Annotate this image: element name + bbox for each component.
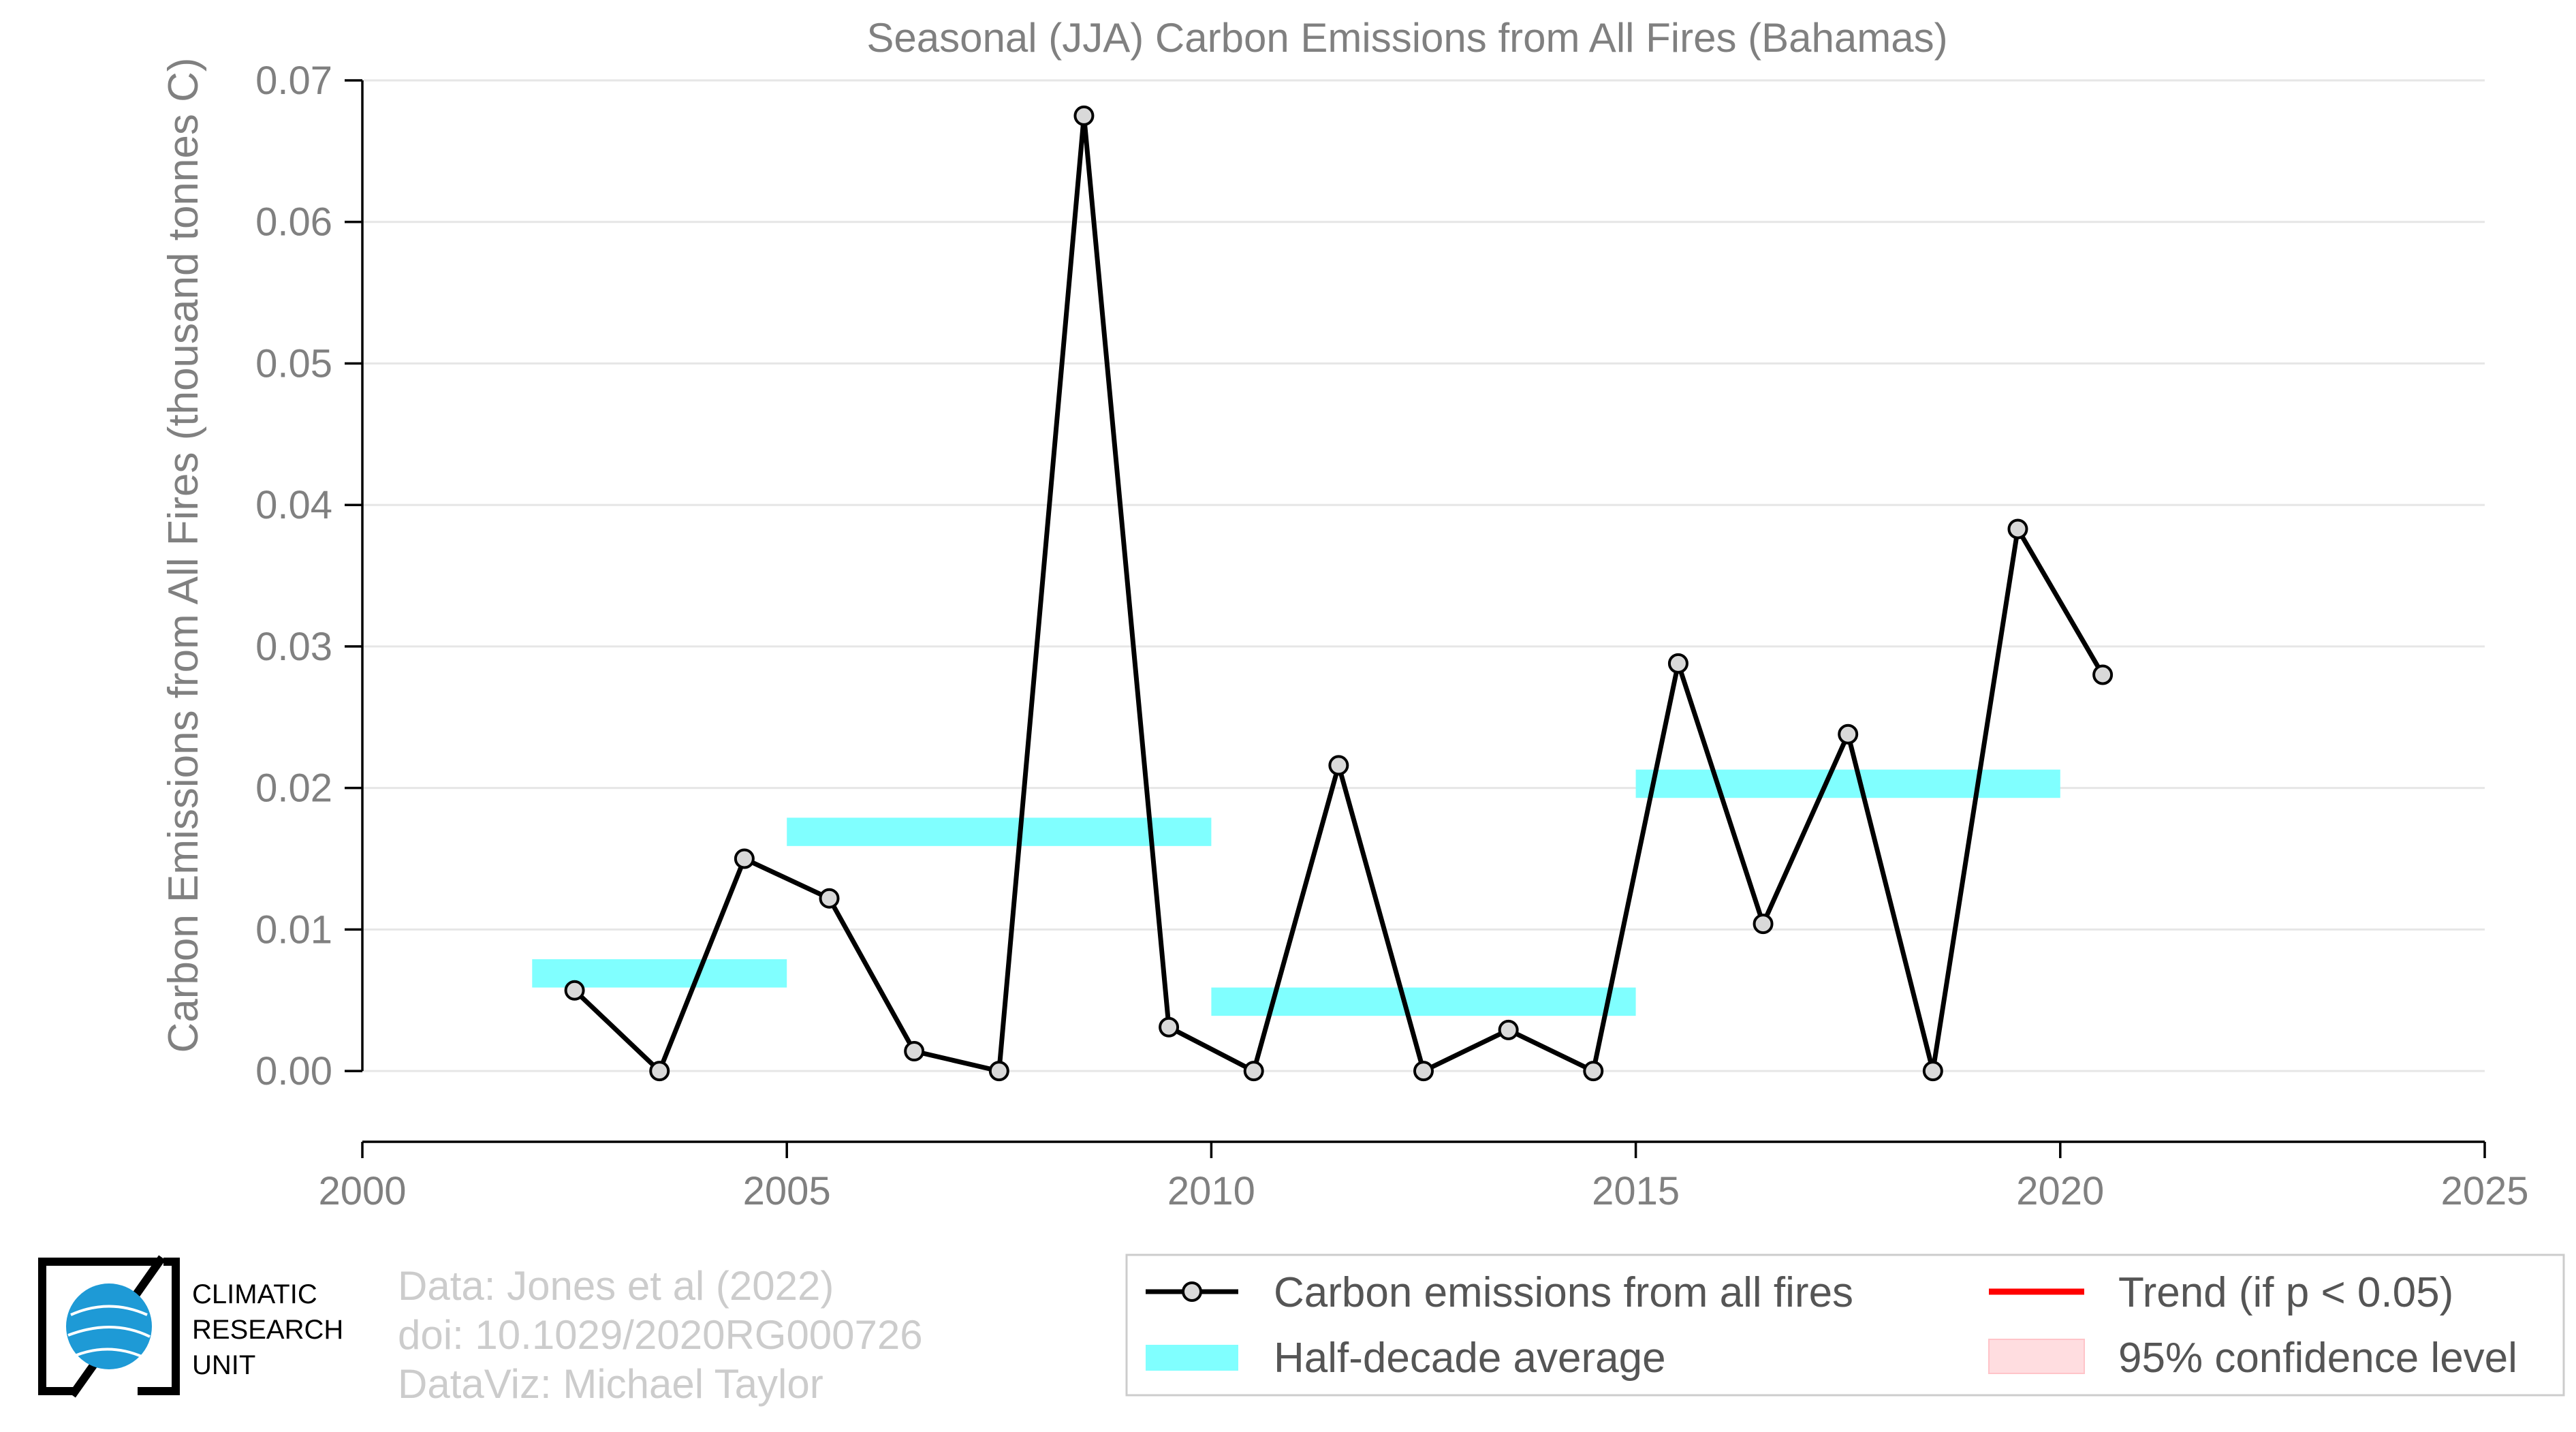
x-tick-label: 2005 [743, 1169, 831, 1213]
emissions-line [573, 113, 2105, 1074]
emissions-point [2007, 518, 2028, 540]
half-decade-bands [532, 769, 2060, 1016]
legend-label-half-decade: Half-decade average [1274, 1335, 1666, 1382]
credit-dataviz: DataViz: Michael Taylor [398, 1361, 823, 1407]
emissions-point [1922, 1061, 1943, 1082]
emissions-point [1413, 1061, 1434, 1082]
emissions-point [1583, 1061, 1604, 1082]
legend-marker-emissions [1182, 1281, 1202, 1302]
logo-bracket-right [138, 1258, 180, 1395]
chart-title: Seasonal (JJA) Carbon Emissions from All… [866, 15, 1947, 61]
series [564, 105, 2114, 1082]
emissions-point [1243, 1061, 1264, 1082]
emissions-point [649, 1061, 670, 1082]
x-tick-label: 2010 [1167, 1169, 1255, 1213]
y-tick-label: 0.07 [255, 59, 332, 103]
y-tick-label: 0.03 [255, 625, 332, 669]
legend-label-confidence: 95% confidence level [2118, 1335, 2517, 1382]
emissions-point [1667, 653, 1688, 674]
x-tick-label: 2020 [2016, 1169, 2104, 1213]
emissions-point [819, 888, 840, 909]
logo-slash-top [133, 1255, 166, 1297]
cru-logo: CLIMATIC RESEARCH UNIT [38, 1255, 343, 1398]
emissions-point [988, 1061, 1009, 1082]
legend-swatch-half-decade [1146, 1345, 1238, 1371]
emissions-point [1328, 755, 1349, 776]
globe-line-1 [70, 1305, 148, 1316]
half-decade-bar [787, 818, 1212, 846]
credit-data: Data: Jones et al (2022) [398, 1263, 834, 1309]
emissions-point [904, 1041, 925, 1062]
globe-line-2 [67, 1326, 151, 1338]
emissions-point [1073, 105, 1095, 126]
half-decade-bar [1211, 987, 1636, 1016]
y-tick-label: 0.05 [255, 341, 332, 386]
legend-label-emissions: Carbon emissions from all fires [1274, 1269, 1853, 1316]
emissions-point [564, 980, 585, 1001]
y-tick-label: 0.01 [255, 907, 332, 952]
y-tick-label: 0.00 [255, 1049, 332, 1093]
emissions-point [1838, 723, 1859, 745]
half-decade-bar [1635, 769, 2060, 798]
logo-slash-bottom [69, 1360, 99, 1398]
legend: Carbon emissions from all fires Trend (i… [1125, 1254, 2565, 1397]
x-tick-label: 2025 [2440, 1169, 2528, 1213]
emissions-point [1498, 1019, 1519, 1040]
logo-text-1: CLIMATIC [192, 1279, 317, 1309]
y-tick-label: 0.06 [255, 200, 332, 245]
credit-doi: doi: 10.1029/2020RG000726 [398, 1312, 923, 1358]
x-tick-label: 2000 [318, 1169, 406, 1213]
y-tick-label: 0.04 [255, 483, 332, 527]
legend-label-trend: Trend (if p < 0.05) [2118, 1269, 2453, 1316]
axes: 0.00 0.01 0.02 0.03 0.04 0.05 0.06 0.07 2000 2005… [255, 59, 2528, 1213]
x-tick-label: 2015 [1592, 1169, 1680, 1213]
legend-box [1125, 1254, 2565, 1397]
grid [362, 79, 2485, 1072]
legend-swatch-confidence [1988, 1339, 2085, 1374]
y-tick-label: 0.02 [255, 766, 332, 811]
emissions-point [2092, 664, 2114, 685]
emissions-point [1159, 1016, 1180, 1038]
globe-line-3 [74, 1348, 144, 1358]
emissions-point [1753, 914, 1774, 935]
logo-bracket-left [38, 1258, 158, 1395]
y-axis-label: Carbon Emissions from All Fires (thousan… [160, 57, 207, 1053]
emissions-point [734, 848, 755, 869]
logo-text-3: UNIT [192, 1350, 255, 1380]
logo-text-2: RESEARCH [192, 1315, 343, 1345]
